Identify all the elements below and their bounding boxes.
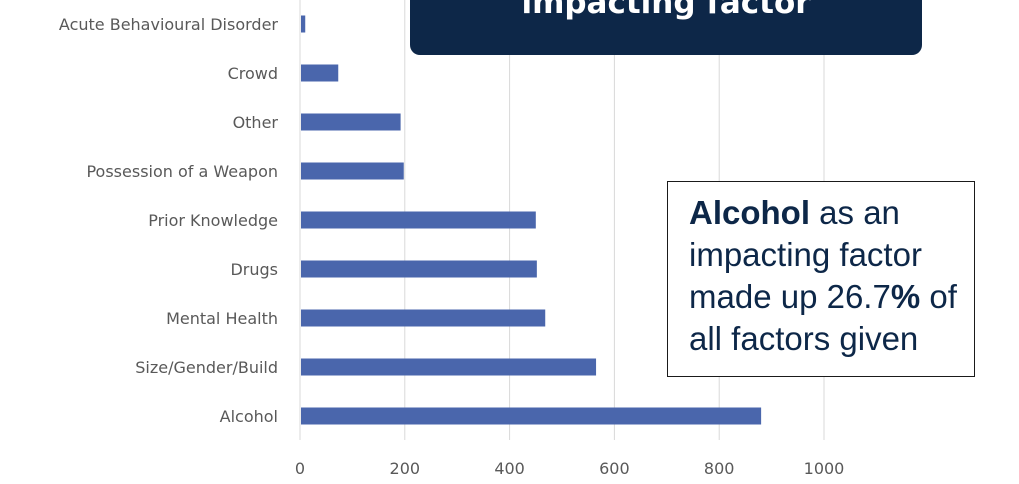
chart-title-banner: impacting factor [410,0,922,55]
callout-text-part2: of all factors given [689,278,957,357]
callout-text-part1: as an impacting factor made up 26.7 [689,194,922,315]
bar [301,407,762,425]
bar [301,260,537,278]
bar [301,211,536,229]
x-tick-label: 200 [390,459,421,478]
category-label: Size/Gender/Build [135,358,278,377]
bars [301,15,762,425]
category-label: Acute Behavioural Disorder [59,15,279,34]
category-label: Prior Knowledge [148,211,278,230]
category-label: Crowd [228,64,278,83]
x-tick-label: 1000 [804,459,845,478]
x-tick-label: 800 [704,459,735,478]
x-tick-labels: 0 200 400 600 800 1000 [295,459,844,478]
callout-percent-sign: % [890,278,921,315]
x-tick-label: 400 [494,459,525,478]
alcohol-callout-box: Alcohol as an impacting factor made up 2… [667,181,975,377]
category-label: Drugs [230,260,278,279]
chart-title: impacting factor [521,0,811,21]
category-label: Other [233,113,279,132]
category-label: Alcohol [220,407,278,426]
x-tick-label: 600 [599,459,630,478]
bar [301,358,597,376]
category-label: Possession of a Weapon [86,162,278,181]
bar [301,162,404,180]
category-label: Mental Health [166,309,278,328]
category-labels: Acute Behavioural Disorder Crowd Other Poss… [59,15,279,426]
bar [301,309,546,327]
bar [301,15,306,33]
bar [301,64,339,82]
callout-bold-word: Alcohol [689,194,810,231]
x-tick-label: 0 [295,459,305,478]
bar [301,113,401,131]
